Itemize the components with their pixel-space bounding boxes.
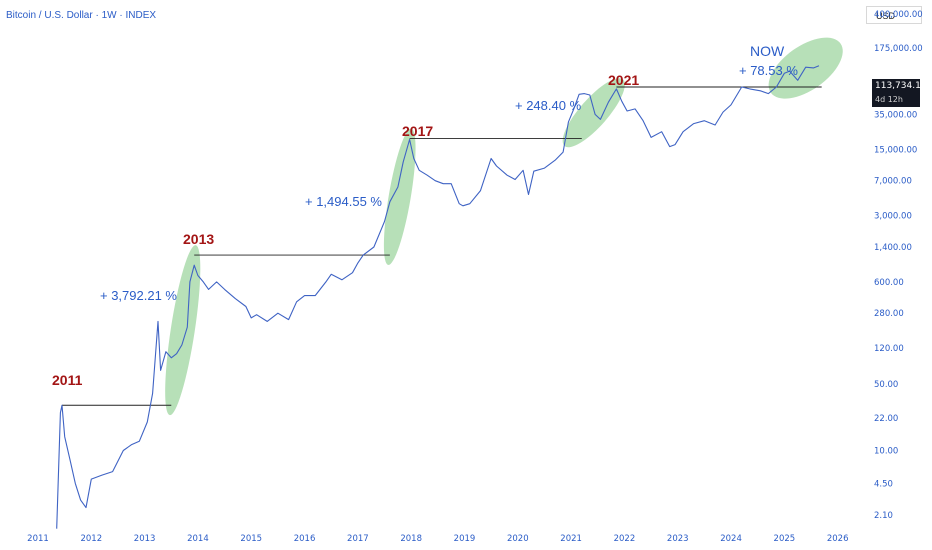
x-tick-label: 2012	[80, 534, 102, 544]
x-axis: 2011 2012 2013 2014 2015 2016 2017 2018 2019 2020…	[27, 534, 848, 544]
cycle-year-label: 2011	[52, 372, 83, 388]
y-tick-label: 50.00	[874, 380, 898, 390]
rally-highlight	[562, 78, 625, 148]
last-price-tag: 113,734.16 4d 12h	[872, 79, 927, 107]
chart-header-title: Bitcoin / U.S. Dollar · 1W · INDEX	[6, 10, 157, 21]
cycle-year-label: 2021	[608, 72, 639, 88]
cycle-year-label: NOW	[750, 43, 785, 59]
ath-levels	[61, 86, 822, 406]
cycle-year-label: 2017	[402, 123, 433, 139]
cycle-year-label: 2013	[183, 231, 214, 247]
y-tick-label: 400,000.00	[874, 10, 923, 20]
cycle-gain-label: + 78.53 %	[739, 63, 798, 78]
x-tick-label: 2024	[720, 534, 742, 544]
x-tick-label: 2021	[560, 534, 582, 544]
y-tick-label: 2.10	[874, 511, 893, 521]
y-tick-label: 4.50	[874, 479, 893, 489]
x-tick-label: 2019	[454, 534, 476, 544]
y-tick-label: 600.00	[874, 278, 904, 288]
rally-highlight	[165, 245, 201, 416]
rally-highlights	[165, 37, 843, 416]
y-tick-label: 120.00	[874, 344, 904, 354]
x-tick-label: 2014	[187, 534, 209, 544]
y-tick-label: 15,000.00	[874, 145, 917, 155]
y-tick-label: 7,000.00	[874, 177, 912, 187]
x-tick-label: 2016	[294, 534, 316, 544]
series-group	[56, 65, 820, 529]
x-tick-label: 2018	[400, 534, 422, 544]
bar-countdown: 4d 12h	[875, 95, 903, 104]
x-tick-label: 2011	[27, 534, 49, 544]
x-tick-label: 2020	[507, 534, 529, 544]
y-tick-label: 280.00	[874, 309, 904, 319]
y-tick-label: 35,000.00	[874, 110, 917, 120]
x-tick-label: 2013	[134, 534, 156, 544]
x-tick-label: 2022	[614, 534, 636, 544]
last-price-value: 113,734.16	[875, 81, 927, 91]
price-series-line	[56, 65, 820, 529]
x-tick-label: 2026	[827, 534, 849, 544]
cycle-gain-label: + 3,792.21 %	[100, 288, 177, 303]
y-tick-label: 22.00	[874, 414, 898, 424]
x-tick-label: 2025	[774, 534, 796, 544]
cycle-gain-label: + 1,494.55 %	[305, 194, 382, 209]
rally-highlight	[383, 128, 416, 265]
currency-selector[interactable]: USD	[866, 6, 922, 24]
y-tick-label: 1,400.00	[874, 243, 912, 253]
annotation-labels: 2011 + 3,792.21 % 2013 + 1,494.55 % 2017 + 24…	[52, 43, 798, 388]
x-tick-label: 2015	[240, 534, 262, 544]
x-tick-label: 2017	[347, 534, 369, 544]
x-tick-label: 2023	[667, 534, 689, 544]
cycle-gain-label: + 248.40 %	[515, 98, 582, 113]
y-tick-label: 10.00	[874, 447, 898, 457]
y-tick-label: 3,000.00	[874, 212, 912, 222]
y-tick-label: 175,000.00	[874, 44, 923, 54]
